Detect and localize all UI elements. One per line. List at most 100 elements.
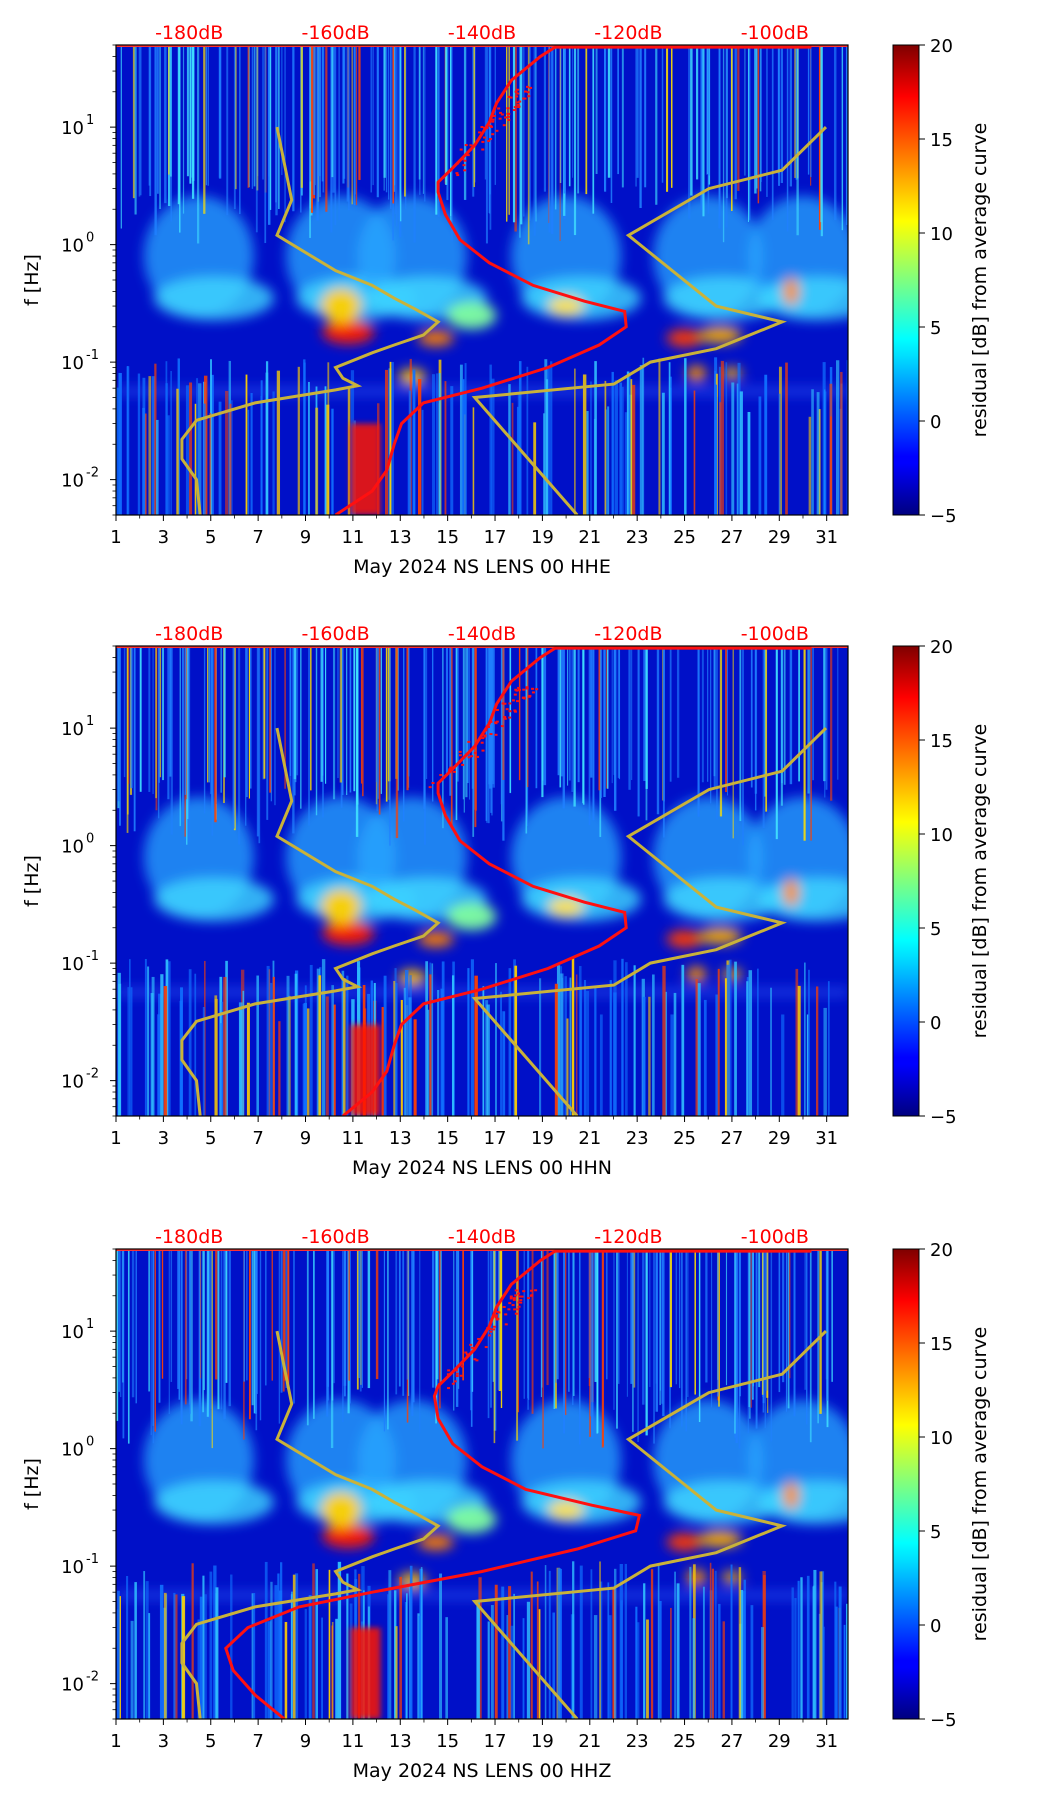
median-curve-point: [458, 750, 462, 753]
spike: [722, 1621, 725, 1719]
streak: [522, 45, 525, 217]
median-curve-point: [451, 1382, 455, 1385]
streak: [572, 1249, 574, 1406]
spike: [574, 368, 576, 515]
x-tick-label: 29: [768, 527, 791, 548]
spike: [264, 1561, 268, 1719]
spike: [797, 985, 801, 1116]
median-curve-point: [447, 1387, 451, 1390]
streak: [184, 1249, 187, 1405]
spike: [409, 975, 412, 1116]
streak: [308, 646, 310, 826]
colorbar-tick-label: 20: [930, 637, 953, 658]
low-noise-model-curve: [180, 126, 441, 515]
y-tick-label: 10: [61, 1322, 84, 1343]
median-curve-point: [489, 733, 493, 736]
median-curve-point: [484, 729, 488, 732]
spike: [550, 361, 553, 515]
streak: [747, 45, 749, 222]
spike: [209, 1571, 213, 1719]
streak: [333, 1249, 335, 1384]
spike: [508, 384, 511, 515]
microseism-peak: [321, 1492, 362, 1529]
spike: [593, 1615, 598, 1719]
streak: [188, 1249, 191, 1405]
spike: [331, 1621, 334, 1719]
streak: [706, 646, 709, 782]
streak: [155, 646, 157, 799]
streak: [280, 1249, 283, 1393]
y-tick-label: 10: [61, 1557, 84, 1578]
streak: [716, 1249, 719, 1397]
spike: [800, 1577, 803, 1719]
streak: [211, 646, 214, 836]
streak: [346, 646, 348, 796]
streak: [492, 646, 495, 788]
microseism-peak: [322, 320, 375, 345]
spike: [130, 1620, 134, 1719]
median-curve-point: [529, 86, 533, 89]
streak: [486, 646, 488, 823]
median-curve-point: [464, 1351, 468, 1354]
streak: [750, 1249, 752, 1408]
spike: [163, 1592, 167, 1719]
median-curve-point: [495, 129, 499, 132]
spike: [145, 1581, 149, 1719]
streak: [394, 45, 396, 215]
spike: [659, 1600, 662, 1719]
streak: [424, 45, 426, 202]
streak: [754, 646, 757, 811]
streak: [370, 45, 372, 193]
streak: [164, 45, 167, 204]
streak: [719, 646, 723, 817]
streak: [592, 646, 595, 821]
streak: [498, 1249, 501, 1391]
high-noise-model-curve: [471, 1330, 828, 1719]
streak: [331, 45, 334, 178]
streak: [226, 45, 229, 216]
streak: [232, 646, 235, 829]
streak: [435, 1249, 437, 1424]
y-tick-exponent: 1: [86, 1317, 94, 1332]
x-tick-label: 15: [436, 1731, 459, 1752]
top-edge-line: [116, 1249, 848, 1251]
db-scale-label: -100dB: [741, 1226, 809, 1248]
streak: [411, 1249, 414, 1417]
spike: [391, 361, 394, 515]
streak: [563, 45, 566, 194]
spike: [274, 1585, 278, 1719]
streak: [442, 646, 444, 829]
streak: [589, 1249, 591, 1437]
streak: [170, 45, 172, 177]
streak: [540, 1249, 542, 1398]
streak: [541, 1249, 543, 1388]
median-curve-point: [500, 113, 504, 116]
streak: [116, 1249, 119, 1421]
streak: [533, 45, 536, 236]
spike: [142, 407, 145, 515]
spike: [816, 392, 820, 515]
spike: [599, 1014, 603, 1116]
streak: [709, 646, 712, 804]
spike: [429, 974, 432, 1116]
median-curve-point: [483, 735, 487, 738]
streak: [177, 1249, 180, 1389]
streak: [818, 45, 822, 230]
streak: [771, 45, 774, 220]
median-curve-point: [522, 688, 526, 691]
spike: [607, 406, 610, 515]
streak: [202, 1249, 205, 1413]
streak: [732, 646, 734, 839]
band-line: [116, 388, 848, 395]
streak: [739, 1249, 741, 1397]
spike: [604, 380, 607, 515]
streak: [208, 646, 210, 783]
median-curve-point: [483, 126, 487, 129]
streak: [188, 646, 191, 843]
spike: [628, 373, 631, 515]
streak: [595, 45, 598, 174]
streak: [690, 45, 693, 196]
streak: [182, 646, 184, 822]
spike: [328, 1569, 331, 1719]
spike: [408, 390, 412, 515]
